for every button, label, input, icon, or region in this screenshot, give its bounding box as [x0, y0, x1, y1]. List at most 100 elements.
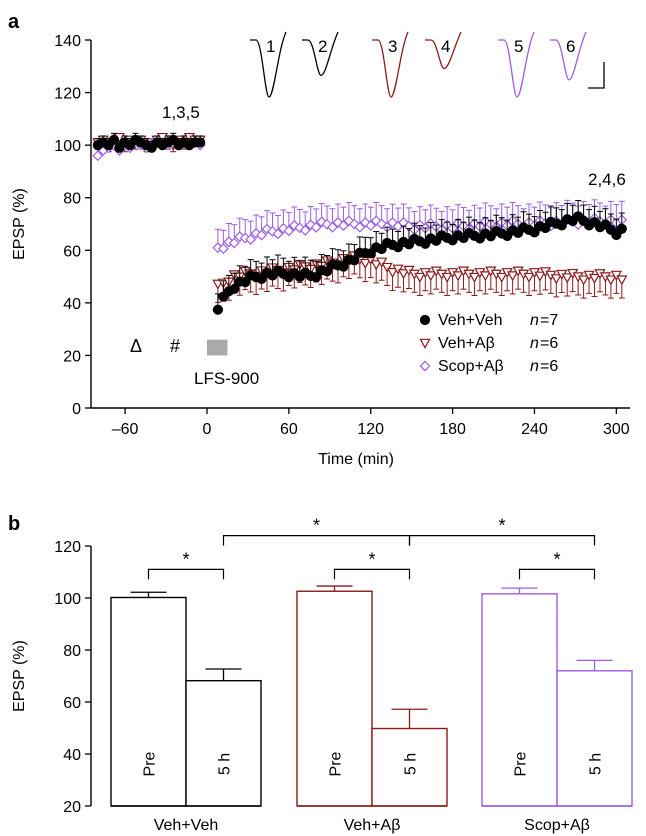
legend-marker — [419, 360, 431, 372]
inset-trace-2: 2 — [302, 31, 339, 76]
data-point — [283, 225, 295, 237]
inset-trace-4: 4 — [425, 31, 462, 70]
inset-trace-path — [425, 31, 462, 70]
data-point — [468, 272, 481, 283]
inset-trace-6: 6 — [550, 31, 587, 81]
delta-marker: Δ — [130, 336, 142, 356]
legend-item: Veh+Veh n =7 — [419, 312, 558, 329]
a-x-tick-label: 300 — [603, 421, 630, 438]
data-point — [256, 229, 268, 241]
bar — [185, 679, 262, 807]
panel-b-label: b — [8, 513, 20, 535]
bar-group: Pre 5 h Veh+Aβ — [296, 585, 448, 834]
inset-trace-1: 1 — [250, 31, 287, 98]
data-point — [359, 258, 371, 270]
inset-trace-path — [498, 31, 535, 98]
a-x-tick-label: 240 — [521, 421, 548, 438]
significance-bracket: * — [222, 516, 411, 546]
significance-star: * — [498, 516, 505, 536]
data-point — [272, 228, 284, 240]
legend-n-value: =6 — [540, 358, 558, 375]
inset-trace-path — [550, 31, 587, 81]
y-axis-label: EPSP (%) — [11, 188, 28, 260]
legend-n-label: n — [530, 312, 539, 329]
inset-trace-path — [302, 31, 339, 76]
a-x-tick-label: 0 — [203, 421, 212, 438]
legend-marker — [419, 338, 431, 349]
bar — [110, 596, 187, 807]
bracket-line — [333, 568, 411, 580]
inset-trace-5: 5 — [498, 31, 535, 98]
a-y-tick-label: 120 — [54, 86, 81, 103]
data-point — [365, 220, 377, 232]
data-point — [507, 271, 519, 282]
panel-b-bars: Pre 5 h Veh+Veh Pre 5 h Veh+Aβ Pre 5 h Scop+Aβ — [110, 585, 633, 834]
data-point — [605, 275, 617, 286]
data-point — [452, 271, 464, 282]
bar-inner-label: 5 h — [588, 753, 605, 775]
data-point — [217, 243, 229, 255]
data-point — [108, 134, 120, 145]
data-point — [212, 304, 224, 315]
hash-marker: # — [170, 336, 180, 356]
significance-star: * — [553, 549, 560, 569]
b-y-axis-label: EPSP (%) — [11, 640, 28, 712]
data-point — [397, 269, 410, 280]
inset-trace-label: 3 — [388, 37, 397, 56]
panel-a-label: a — [8, 11, 20, 33]
lfs-label: LFS-900 — [194, 369, 259, 388]
data-point — [425, 271, 437, 282]
data-point — [441, 272, 453, 283]
data-point — [354, 221, 366, 233]
bar — [371, 727, 448, 807]
a-x-tick-label: –60 — [112, 421, 139, 438]
data-point — [310, 221, 322, 233]
data-point — [311, 271, 322, 283]
data-point — [561, 273, 573, 284]
data-point — [370, 215, 382, 227]
inset-trace-label: 6 — [566, 37, 575, 56]
data-point — [92, 150, 104, 162]
significance-star: * — [313, 516, 320, 536]
data-point — [496, 272, 508, 283]
bar — [296, 590, 373, 807]
data-point — [337, 220, 349, 232]
b-y-tick-label: 60 — [63, 695, 81, 712]
data-point — [359, 216, 371, 228]
a-y-tick-label: 100 — [54, 138, 81, 155]
lfs-stimulation-bar — [206, 339, 228, 356]
series-scopa — [92, 135, 628, 255]
panel-a-timecourse: 0 20 40 60 80 100 120 140 –60 0 60 120 180 240 300 1 2 3… — [11, 31, 630, 468]
bar-group: Pre 5 h Veh+Veh — [110, 591, 262, 834]
data-point — [327, 221, 338, 233]
legend-n-value: =7 — [540, 312, 558, 329]
data-point — [195, 137, 206, 148]
inset-trace-label: 4 — [441, 37, 450, 56]
series-vehveh — [92, 132, 627, 315]
data-point — [588, 273, 601, 284]
panel-b-significance: * * * * * — [147, 516, 596, 580]
data-point — [381, 262, 393, 273]
significance-star: * — [368, 549, 375, 569]
bar — [556, 670, 633, 807]
panel-b-axes: 20 40 60 80 100 120 — [54, 539, 92, 816]
legend-n-value: =6 — [540, 335, 558, 352]
b-y-tick-label: 40 — [63, 747, 81, 764]
inset-trace-path — [250, 31, 287, 98]
b-y-tick-label: 100 — [54, 591, 81, 608]
data-point — [376, 257, 388, 268]
bar-inner-label: Pre — [328, 751, 345, 776]
panel-b-barchart: 20 40 60 80 100 120 Pre 5 h Veh+Veh Pre 5 h Veh+Aβ… — [11, 516, 633, 834]
significance-bracket: * — [518, 549, 596, 580]
inset-trace-label: 5 — [514, 37, 523, 56]
end-label: 2,4,6 — [588, 170, 626, 189]
legend-item: Veh+Aβ n =6 — [419, 335, 558, 352]
b-y-tick-label: 80 — [63, 643, 81, 660]
inset-trace-label: 1 — [266, 37, 275, 56]
legend-series-name: Veh+Veh — [438, 312, 503, 329]
bar-inner-label: 5 h — [217, 753, 234, 775]
panel-a-series — [92, 132, 628, 315]
legend-series-name: Veh+Aβ — [438, 335, 495, 352]
